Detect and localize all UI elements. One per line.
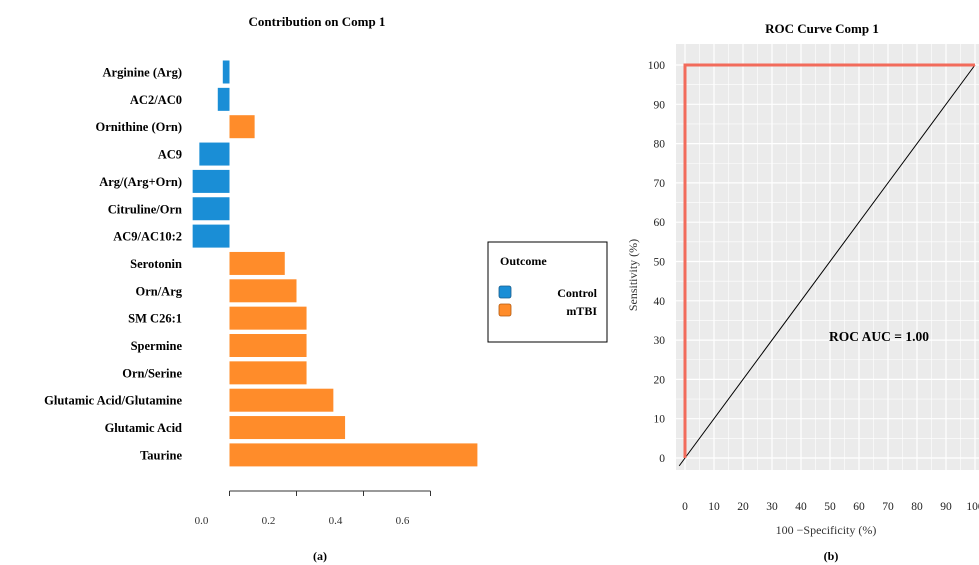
- roc-curve-line: [683, 63, 975, 458]
- legend-label-mtbi: mTBI: [566, 304, 597, 318]
- roc-auc-annotation: ROC AUC = 1.00: [829, 329, 929, 344]
- roc-x-tick-label: 90: [940, 501, 952, 513]
- bar-ornithine-orn: [229, 115, 255, 139]
- category-label-group: Arginine (Arg) AC2/AC0 Ornithine (Orn) AC9 A…: [44, 66, 183, 463]
- category-label-sm-c26-1: SM C26:1: [128, 312, 182, 326]
- panel-label-b: (b): [824, 549, 839, 563]
- roc-y-tick-label: 10: [654, 414, 666, 426]
- roc-x-tick-label: 60: [853, 501, 865, 513]
- bar-arg-arg-orn: [192, 169, 230, 193]
- roc-y-tick-label: 60: [654, 217, 666, 229]
- bar-glutamic-acid: [229, 416, 346, 440]
- legend-swatch-mtbi: [498, 303, 512, 317]
- bar-group: [192, 60, 478, 467]
- roc-chart-title: ROC Curve Comp 1: [765, 21, 879, 36]
- category-label-orn-arg: Orn/Arg: [135, 284, 182, 298]
- bar-ac9: [199, 142, 230, 166]
- roc-x-tick-label: 80: [911, 501, 923, 513]
- category-label-citruline-orn: Citruline/Orn: [108, 202, 182, 216]
- roc-x-tick-label: 30: [766, 501, 778, 513]
- roc-curve-chart: ROC Curve Comp 1 01020304050607080901000…: [626, 21, 979, 563]
- bar-citruline-orn: [192, 197, 230, 221]
- category-label-ac9-ac10-2: AC9/AC10:2: [113, 230, 182, 244]
- bar-spermine: [229, 334, 307, 357]
- roc-axes: 0 10 20 30 40 50 60 70 80 90 100 0 10 20 30 40 50 60 70 80 9…: [648, 60, 979, 513]
- category-label-taurine: Taurine: [140, 448, 182, 462]
- legend-label-control: Control: [557, 286, 597, 300]
- roc-y-tick-label: 90: [654, 99, 666, 111]
- roc-x-tick-label: 40: [795, 501, 807, 513]
- category-label-arg-arg-orn: Arg/(Arg+Orn): [99, 175, 182, 189]
- category-label-glutamic-acid-glutamine: Glutamic Acid/Glutamine: [44, 394, 182, 408]
- roc-y-axis-label: Sensitivity (%): [626, 239, 640, 311]
- bar-x-tick-label: 0.0: [195, 515, 209, 527]
- roc-x-tick-label: 0: [682, 501, 688, 513]
- panel-label-a: (a): [313, 549, 327, 563]
- category-label-ac9: AC9: [158, 148, 182, 162]
- roc-reference-diagonal: [678, 64, 976, 467]
- contribution-bar-chart: Contribution on Comp 1 Arginine (Arg) AC2…: [44, 14, 478, 563]
- category-label-spermine: Spermine: [131, 339, 183, 353]
- roc-grid: [676, 44, 979, 470]
- category-label-glutamic-acid: Glutamic Acid: [105, 421, 182, 435]
- legend-swatch-control: [498, 285, 512, 299]
- bar-x-tick-label: 0.6: [396, 515, 410, 527]
- roc-x-tick-label: 20: [737, 501, 749, 513]
- roc-x-tick-label: 100: [966, 501, 979, 513]
- bar-arginine-arg: [222, 60, 230, 84]
- bar-x-tick-label: 0.2: [262, 515, 276, 527]
- roc-y-tick-label: 30: [654, 335, 666, 347]
- roc-x-axis-label: 100 −Specificity (%): [776, 523, 877, 537]
- roc-x-tick-label: 70: [882, 501, 894, 513]
- roc-y-tick-label: 80: [654, 139, 666, 151]
- bar-orn-serine: [229, 361, 307, 385]
- bar-taurine: [229, 443, 478, 467]
- category-label-ac2-ac0: AC2/AC0: [130, 93, 182, 107]
- roc-x-tick-label: 50: [824, 501, 836, 513]
- roc-y-tick-label: 100: [648, 60, 666, 72]
- category-label-orn-serine: Orn/Serine: [122, 366, 182, 380]
- roc-y-tick-label: 50: [654, 257, 666, 269]
- bar-ac9-ac10-2: [192, 224, 230, 248]
- bar-chart-title: Contribution on Comp 1: [249, 14, 386, 29]
- roc-plot-background: [676, 44, 979, 470]
- bar-glutamic-acid-glutamine: [229, 388, 334, 412]
- bar-orn-arg: [229, 279, 297, 303]
- bar-ac2-ac0: [217, 87, 230, 111]
- legend: Outcome Control mTBI: [487, 241, 608, 343]
- legend-title: Outcome: [500, 254, 547, 268]
- roc-y-tick-label: 20: [654, 374, 666, 386]
- bar-sm-c26-1: [229, 306, 307, 330]
- category-label-ornithine-orn: Ornithine (Orn): [96, 120, 182, 134]
- roc-y-tick-label: 70: [654, 178, 666, 190]
- roc-y-tick-label: 40: [654, 296, 666, 308]
- bar-x-tick-label: 0.4: [329, 515, 343, 527]
- bar-serotonin: [229, 251, 285, 275]
- bar-x-axis: 0.0 0.2 0.4 0.6: [195, 490, 431, 527]
- category-label-arginine-arg: Arginine (Arg): [103, 66, 183, 80]
- roc-x-tick-label: 10: [708, 501, 720, 513]
- roc-y-tick-label: 0: [659, 453, 665, 465]
- category-label-serotonin: Serotonin: [130, 257, 182, 271]
